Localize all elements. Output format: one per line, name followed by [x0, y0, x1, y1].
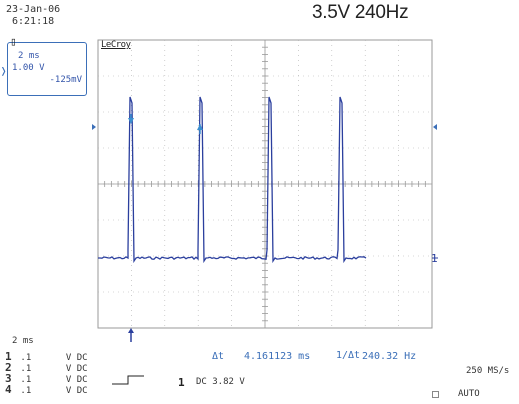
oscilloscope-logo: LeCroy — [101, 40, 131, 50]
channel-unit: V — [65, 364, 72, 374]
frequency-label: 1/Δt — [336, 350, 361, 361]
trace-volts-per-div: 1.00 V — [12, 63, 45, 73]
trace-descriptor-box[interactable]: ▯ 2 ms 1.00 V -125mV — [7, 35, 87, 96]
delta-t-value: 4.161123 ms — [244, 351, 311, 362]
channel-4-row[interactable]: 4 .1 V DC — [5, 383, 88, 396]
channel-coupling: DC — [76, 364, 88, 374]
cursor-marker-b — [197, 124, 203, 134]
frequency-value: 240.32 Hz — [362, 351, 417, 362]
channel-coupling: DC — [76, 353, 88, 363]
channel-scale: .1 — [20, 364, 32, 374]
acquisition-mode: AUTO — [458, 389, 480, 399]
trace-box-pointer-icon: ❭ — [0, 64, 8, 78]
sample-rate: 250 MS/s — [466, 366, 510, 376]
trigger-position-icon — [128, 328, 134, 342]
screenshot-title: 3.5V 240Hz — [312, 2, 409, 23]
channel-unit: V — [65, 375, 72, 385]
trigger-channel: 1 — [178, 376, 185, 389]
channel-unit: V — [65, 353, 72, 363]
channel-scale: .1 — [20, 353, 32, 363]
channel-coupling: DC — [76, 386, 88, 396]
auto-mode-checkbox[interactable] — [432, 391, 439, 398]
ground-marker-label: 1 — [431, 252, 438, 265]
timebase-label: 2 ms — [12, 336, 34, 346]
trace-timebase: 2 ms — [18, 51, 40, 61]
trace-marker-icon: ▯ — [10, 35, 17, 48]
channel-number: 2 — [5, 361, 12, 374]
channel-3-row[interactable]: 3 .1 V DC — [5, 372, 88, 385]
channel-number: 1 — [5, 350, 12, 363]
channel-1-row[interactable]: 1 .1 V DC — [5, 350, 88, 363]
channel-coupling: DC — [76, 375, 88, 385]
rising-edge-icon — [112, 375, 144, 385]
channel-scale: .1 — [20, 375, 32, 385]
channel-unit: V — [65, 386, 72, 396]
delta-t-label: Δt — [212, 351, 225, 362]
trace-offset: -125mV — [49, 75, 82, 85]
trigger-info: DC 3.82 V — [196, 377, 245, 387]
right-level-arrow-icon — [433, 124, 437, 130]
channel-2-row[interactable]: 2 .1 V DC — [5, 361, 88, 374]
cursor-marker-a — [128, 114, 134, 124]
signal-trace — [98, 96, 367, 264]
channel-number: 4 — [5, 383, 12, 396]
channel-number: 3 — [5, 372, 12, 385]
graticule-center-axes — [97, 39, 433, 329]
time-readout: 6:21:18 — [12, 16, 55, 27]
channel-scale: .1 — [20, 386, 32, 396]
date-readout: 23-Jan-06 — [6, 4, 61, 15]
left-level-arrow-icon — [92, 124, 96, 130]
